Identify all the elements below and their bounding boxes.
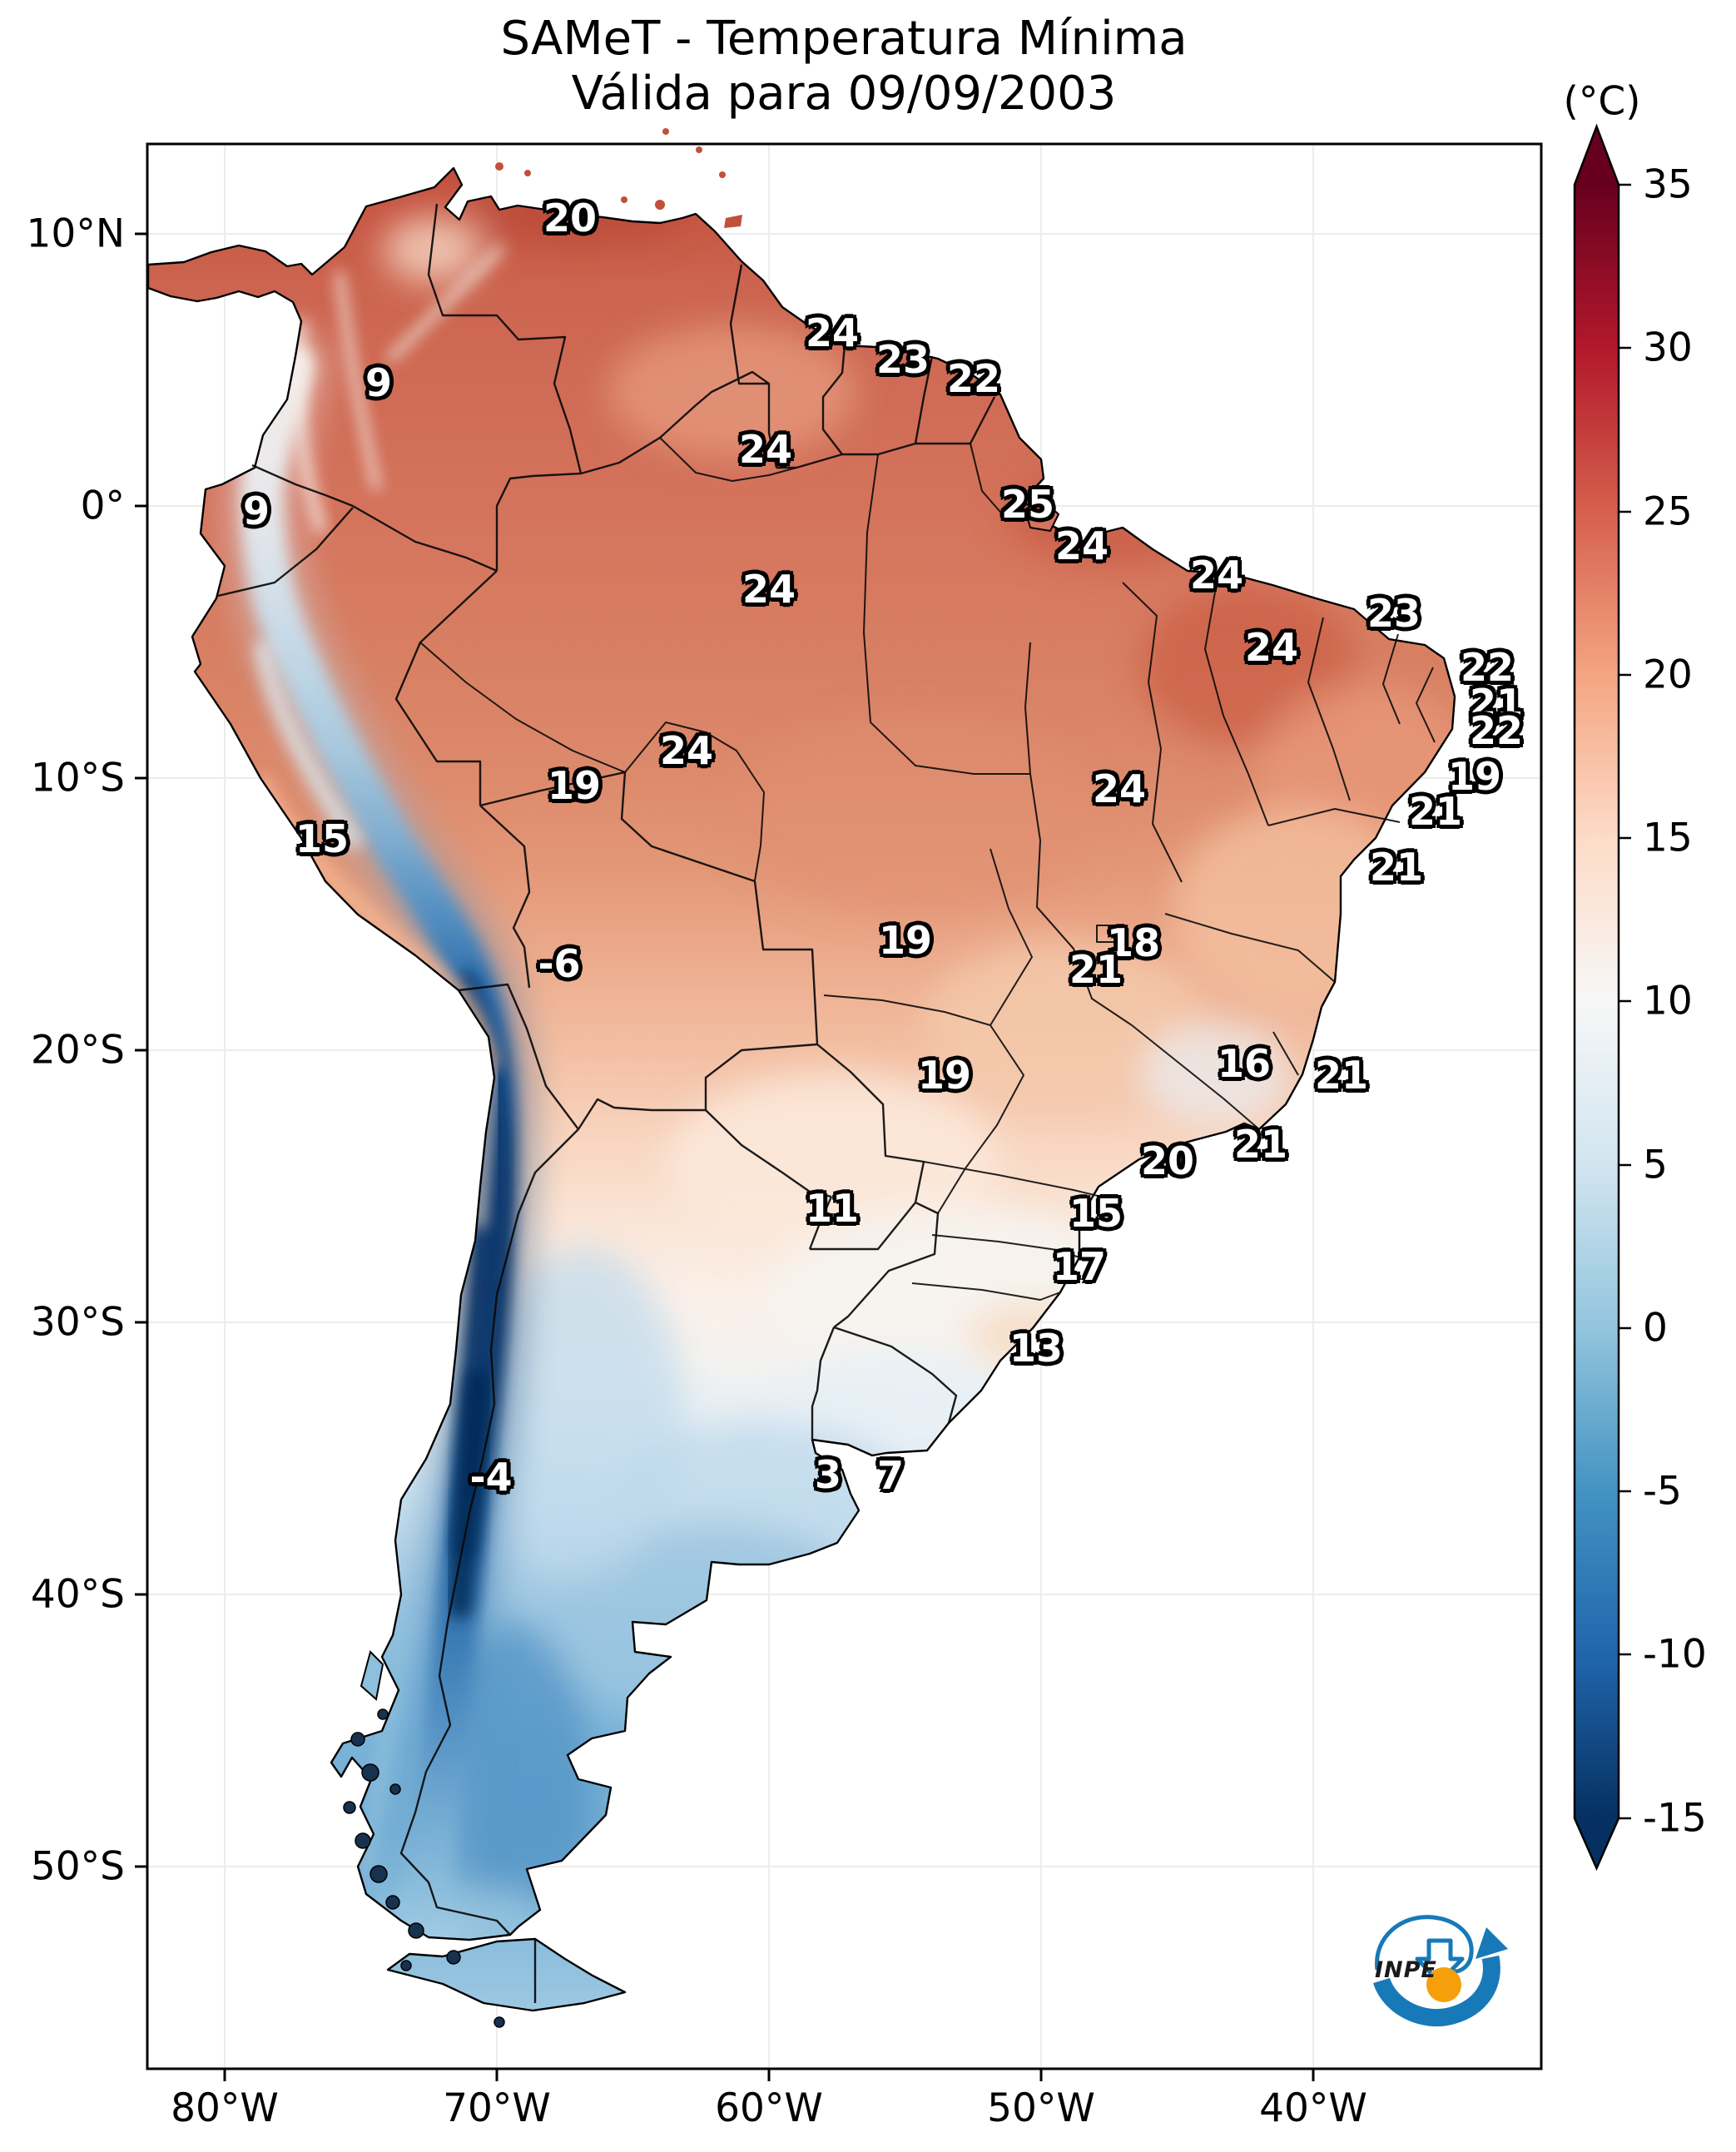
inpe-logo-text: INPE <box>1375 1957 1437 1983</box>
temperature-value: 9 <box>242 488 270 533</box>
lon-tick-label: 60°W <box>715 2085 823 2131</box>
temperature-value: 21 <box>1469 681 1524 726</box>
temperature-value: 19 <box>547 763 602 808</box>
lat-tick-label: 10°N <box>26 211 125 257</box>
temperature-value: 15 <box>295 816 350 861</box>
temperature-value: 24 <box>659 728 714 773</box>
lon-tick-label: 80°W <box>171 2085 279 2131</box>
temperature-value: 24 <box>1189 553 1244 598</box>
inpe-logo <box>1372 1915 1508 2027</box>
colorbar-unit-label: (°C) <box>1563 78 1641 125</box>
temperature-value: -4 <box>469 1455 513 1500</box>
temperature-value: 22 <box>1460 645 1515 690</box>
colorbar <box>1573 123 1631 1872</box>
axes-frame <box>135 142 1543 2081</box>
temperature-value: 24 <box>738 427 793 472</box>
temperature-value: 21 <box>1069 947 1123 992</box>
temperature-value: 22 <box>1469 708 1524 753</box>
temperature-value: 24 <box>1244 625 1299 670</box>
temperature-value: 24 <box>805 310 860 355</box>
temperature-value: 22 <box>946 356 1001 401</box>
temperature-value: 16 <box>1217 1041 1272 1086</box>
lat-tick-label: 50°S <box>30 1843 125 1890</box>
temperature-value: 19 <box>878 918 933 963</box>
lat-tick-label: 40°S <box>30 1571 125 1618</box>
temperature-value: 24 <box>1054 523 1109 568</box>
colorbar-tick-label: 35 <box>1643 161 1693 208</box>
colorbar-tick-label: 25 <box>1643 488 1693 535</box>
temperature-value: 13 <box>1009 1326 1064 1371</box>
colorbar-tick-label: 0 <box>1643 1305 1668 1351</box>
temperature-value: 20 <box>1140 1138 1195 1183</box>
chart-subtitle: Válida para 09/09/2003 <box>571 67 1117 121</box>
temperature-value: 11 <box>805 1186 860 1231</box>
temperature-value: 25 <box>1000 482 1055 527</box>
colorbar-tick-label: 15 <box>1643 815 1693 861</box>
colorbar-tick-label: -10 <box>1643 1631 1707 1678</box>
temperature-value: 15 <box>1069 1191 1123 1236</box>
lat-tick-label: 20°S <box>30 1027 125 1074</box>
temperature-value: 21 <box>1233 1122 1288 1167</box>
temperature-value: 21 <box>1369 845 1424 890</box>
colorbar-tick-label: 5 <box>1643 1142 1668 1188</box>
temperature-value: 17 <box>1052 1244 1107 1289</box>
temperature-value: 3 <box>814 1452 842 1497</box>
lat-tick-label: 0° <box>80 483 125 529</box>
colorbar-tick-label: -5 <box>1643 1468 1682 1515</box>
colorbar-tick-label: 30 <box>1643 325 1693 371</box>
colorbar-tick-label: -15 <box>1643 1795 1707 1842</box>
state-borders <box>419 437 1436 1301</box>
temperature-value: 24 <box>742 567 796 612</box>
lat-tick-label: 10°S <box>30 755 125 801</box>
temperature-value: 7 <box>876 1453 905 1498</box>
lon-tick-label: 50°W <box>987 2085 1095 2131</box>
temperature-value: -6 <box>538 941 581 986</box>
temperature-value: 20 <box>543 196 598 240</box>
temperature-value: 23 <box>1366 591 1421 636</box>
chart-title: SAMeT - Temperatura Mínima <box>500 12 1188 66</box>
south-america-landmass <box>146 166 1456 1989</box>
colorbar-tick-label: 10 <box>1643 978 1693 1024</box>
temperature-value: 18 <box>1106 920 1161 965</box>
lon-tick-label: 40°W <box>1259 2085 1367 2131</box>
temperature-value: 23 <box>875 337 930 382</box>
lon-tick-label: 70°W <box>443 2085 551 2131</box>
islands <box>343 128 1060 2028</box>
temperature-value: 9 <box>365 360 393 405</box>
temperature-value: 19 <box>1447 754 1502 799</box>
lat-tick-label: 30°S <box>30 1299 125 1346</box>
temperature-value: 21 <box>1408 789 1463 834</box>
temperature-value: 24 <box>1092 766 1147 811</box>
colorbar-tick-label: 20 <box>1643 652 1693 698</box>
temperature-value: 19 <box>917 1053 972 1098</box>
temperature-value: 21 <box>1314 1053 1369 1098</box>
